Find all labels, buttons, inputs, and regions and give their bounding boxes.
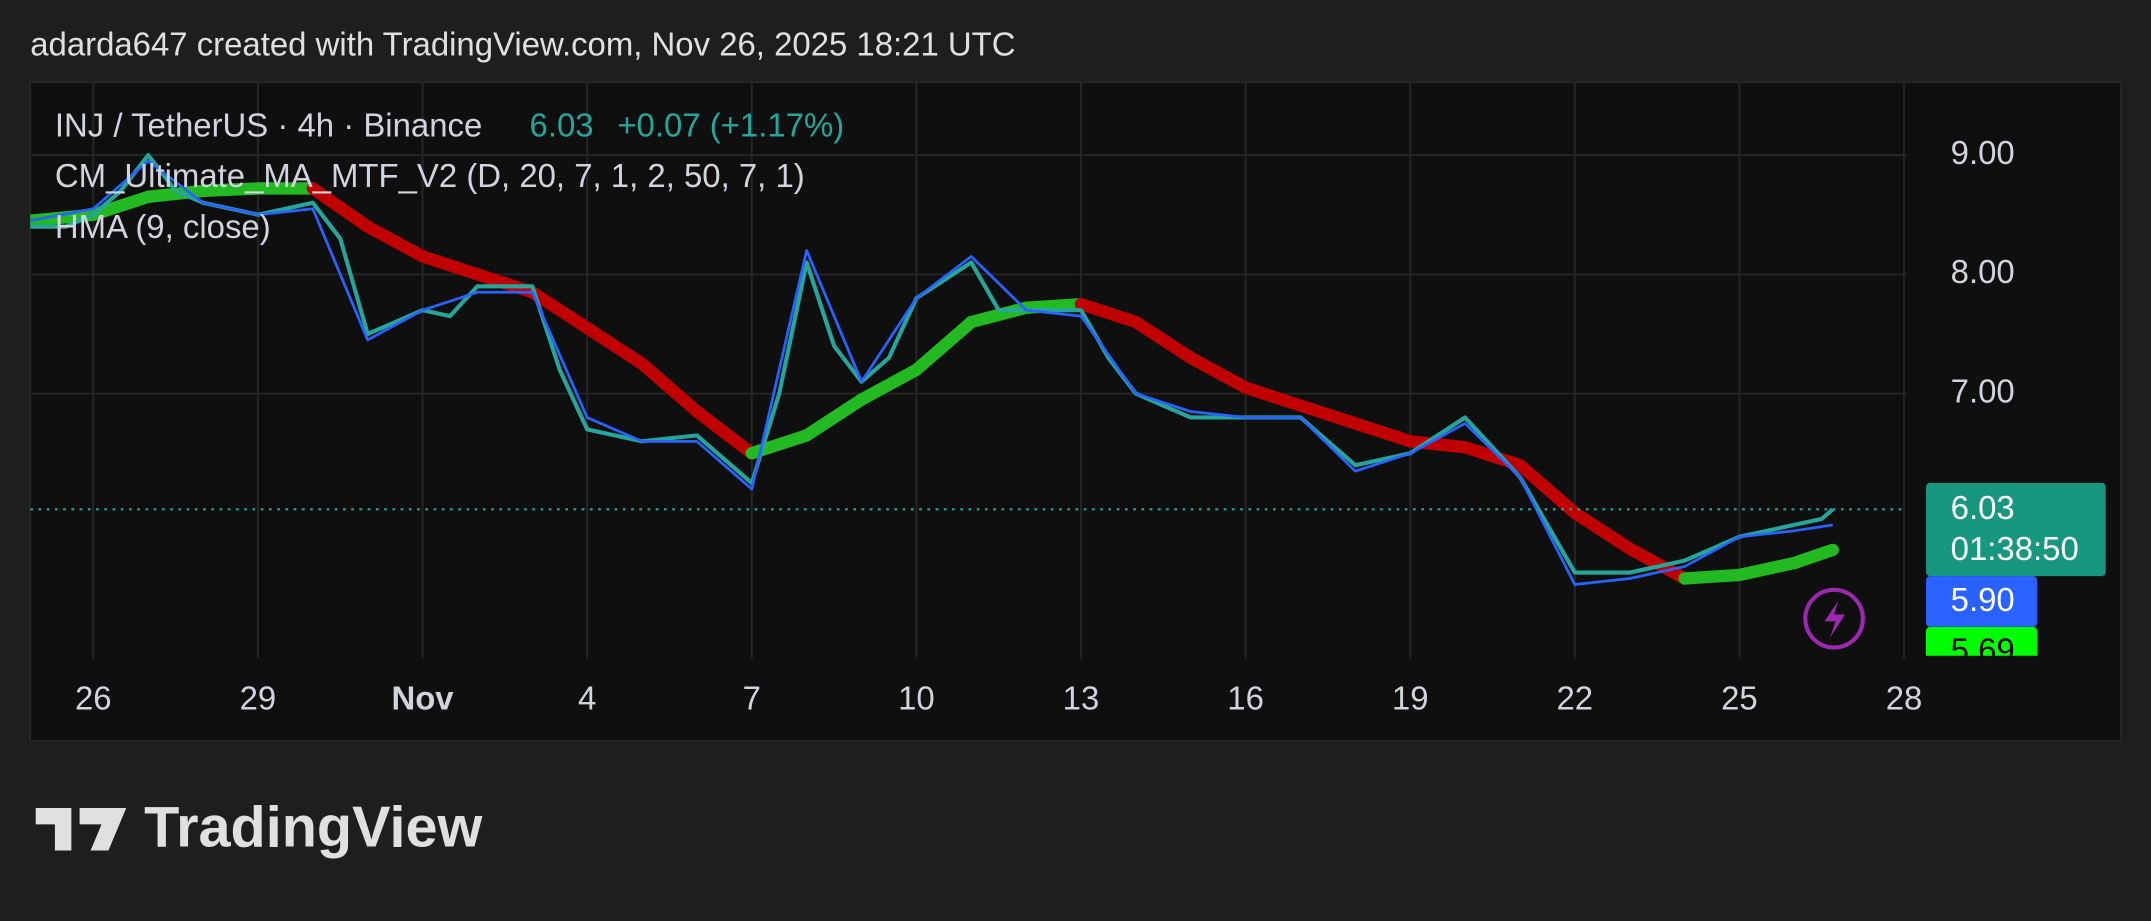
- y-tick-label: 7.00: [1951, 372, 2015, 409]
- last-price-label: 6.03: [1951, 489, 2015, 526]
- ma-segment: [1788, 543, 1839, 570]
- logo-mark: [35, 807, 127, 851]
- indicator-legend: CM_Ultimate_MA_MTF_V2 (D, 20, 7, 1, 2, 5…: [55, 157, 805, 194]
- ma-segment: [910, 315, 978, 376]
- axes: 7.00 8.00 9.00 26 29 Nov 4 7 10 13 16 19 22 25 28 6.03 0…: [75, 134, 2106, 717]
- ma-segment: [690, 405, 758, 460]
- change: +0.07 (+1.17%): [617, 106, 844, 143]
- ma-segment: [526, 286, 594, 335]
- ma-segment: [800, 393, 868, 442]
- y-tick-label: 8.00: [1951, 253, 2015, 290]
- y-tick-label: 9.00: [1951, 134, 2015, 171]
- header: adarda647 created with TradingView.com, …: [30, 25, 1015, 62]
- indicator-legend: HMA (9, close): [55, 208, 271, 245]
- ma-segment: [1513, 459, 1581, 520]
- hma-line: [30, 159, 1833, 586]
- x-tick-label: 7: [743, 680, 761, 717]
- last-price-box: [1925, 482, 2106, 577]
- ma-segment: [635, 357, 704, 418]
- hma-price-box: [1925, 576, 2038, 627]
- plot-area: [30, 153, 1907, 586]
- x-tick-label: 19: [1392, 680, 1429, 717]
- x-tick-label: 28: [1886, 680, 1923, 717]
- ma-segment: [1623, 542, 1691, 585]
- ma-segment: [306, 182, 374, 233]
- ma-segment: [1074, 298, 1143, 329]
- ma-segment: [1239, 381, 1307, 412]
- x-tick-label: 22: [1557, 680, 1594, 717]
- ma-segment: [87, 190, 155, 221]
- x-tick-label: Nov: [391, 680, 454, 717]
- logo: [35, 807, 127, 851]
- ma-segment: [142, 184, 210, 203]
- x-tick-label: 4: [578, 680, 596, 717]
- x-tick-label: 16: [1227, 680, 1264, 717]
- alert-icon-bolt: [1824, 600, 1846, 638]
- ma-segment: [196, 182, 265, 198]
- ma-segment: [855, 363, 923, 406]
- x-tick-label: 10: [898, 680, 935, 717]
- last-value: 6.03: [530, 106, 594, 143]
- ma-segment: [580, 321, 649, 370]
- x-tick-label: 26: [75, 680, 112, 717]
- ma-price-tag: 5.69: [1925, 626, 2038, 669]
- ma-segment: [361, 220, 429, 263]
- ma-segment: [1294, 399, 1362, 430]
- hma-price-label: 5.90: [1951, 581, 2015, 618]
- countdown-label: 01:38:50: [1951, 530, 2079, 567]
- x-tick-label: 29: [240, 680, 277, 717]
- symbol: INJ / TetherUS · 4h · Binance: [55, 106, 482, 143]
- ma-price-label: 5.69: [1951, 632, 2015, 669]
- ma-segment: [1733, 556, 1801, 582]
- ma-segment: [471, 268, 539, 299]
- ma-segment: [1184, 351, 1252, 394]
- x-tick-label: 25: [1721, 680, 1758, 717]
- price-line: [30, 153, 1835, 575]
- ma-price-box: [1925, 626, 2038, 656]
- ma-segment: [1349, 417, 1417, 448]
- footer-brand: TradingView: [144, 796, 482, 860]
- ma-segment: [416, 250, 484, 281]
- alert-icon[interactable]: [1803, 587, 1865, 650]
- ma-segment: [1458, 441, 1527, 472]
- x-tick-label: 13: [1063, 680, 1100, 717]
- ma-segment: [1129, 315, 1197, 365]
- grid: [30, 82, 1907, 659]
- ma-segment: [1404, 435, 1472, 454]
- chart-panel: [29, 81, 2122, 742]
- ma-segment: [1568, 506, 1636, 555]
- ma-segment: [1678, 568, 1746, 585]
- ma-segment: [1019, 298, 1088, 314]
